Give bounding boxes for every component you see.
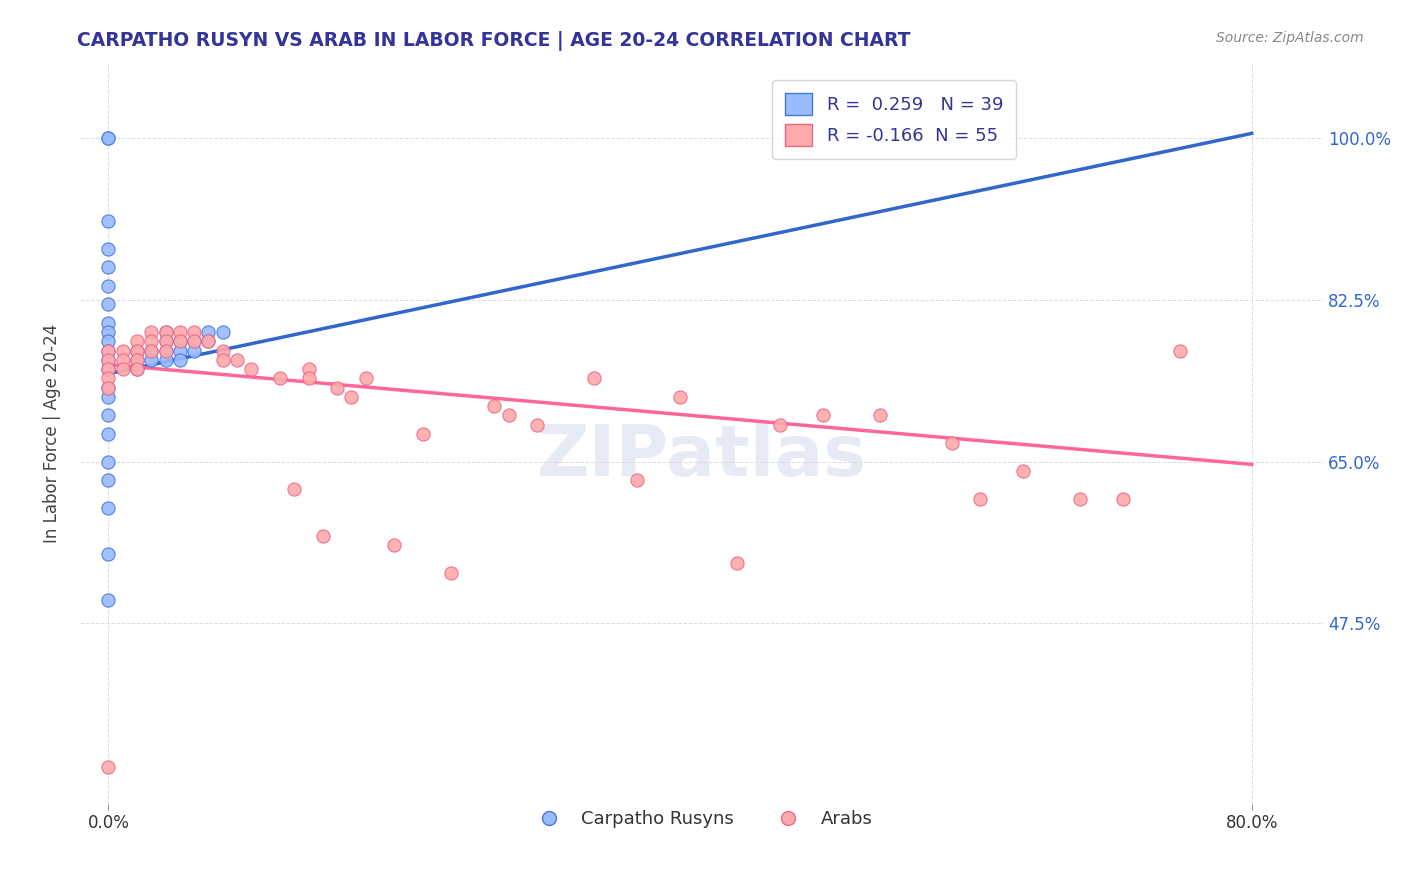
Point bbox=[297, 371, 319, 385]
Point bbox=[97, 343, 120, 358]
Point bbox=[141, 343, 163, 358]
Point bbox=[97, 547, 120, 561]
Point bbox=[941, 436, 963, 450]
Point bbox=[169, 352, 191, 367]
Text: Source: ZipAtlas.com: Source: ZipAtlas.com bbox=[1216, 31, 1364, 45]
Point bbox=[97, 500, 120, 515]
Point bbox=[484, 399, 506, 413]
Point bbox=[440, 566, 463, 580]
Point bbox=[97, 381, 120, 395]
Point bbox=[412, 426, 434, 441]
Point bbox=[97, 316, 120, 330]
Point bbox=[725, 556, 748, 570]
Point bbox=[197, 334, 219, 349]
Point bbox=[626, 473, 648, 487]
Point bbox=[97, 352, 120, 367]
Point bbox=[811, 409, 834, 423]
Point bbox=[297, 362, 319, 376]
Point bbox=[97, 362, 120, 376]
Y-axis label: In Labor Force | Age 20-24: In Labor Force | Age 20-24 bbox=[44, 324, 60, 543]
Point bbox=[526, 417, 548, 432]
Point bbox=[183, 334, 205, 349]
Point bbox=[97, 473, 120, 487]
Point bbox=[769, 417, 792, 432]
Point bbox=[169, 325, 191, 339]
Point bbox=[155, 352, 177, 367]
Point bbox=[111, 362, 134, 376]
Point bbox=[169, 334, 191, 349]
Legend: Carpatho Rusyns, Arabs: Carpatho Rusyns, Arabs bbox=[523, 803, 880, 835]
Point bbox=[183, 325, 205, 339]
Point bbox=[125, 352, 148, 367]
Point bbox=[125, 334, 148, 349]
Point bbox=[183, 343, 205, 358]
Point bbox=[283, 483, 305, 497]
Point bbox=[111, 352, 134, 367]
Point bbox=[498, 409, 520, 423]
Point bbox=[97, 390, 120, 404]
Point bbox=[141, 325, 163, 339]
Point bbox=[155, 325, 177, 339]
Point bbox=[125, 352, 148, 367]
Point bbox=[97, 214, 120, 228]
Point bbox=[226, 352, 249, 367]
Point bbox=[97, 362, 120, 376]
Point bbox=[97, 343, 120, 358]
Point bbox=[97, 242, 120, 256]
Point bbox=[97, 131, 120, 145]
Point bbox=[125, 343, 148, 358]
Point bbox=[97, 371, 120, 385]
Point bbox=[97, 426, 120, 441]
Point bbox=[155, 334, 177, 349]
Point bbox=[155, 325, 177, 339]
Point bbox=[97, 454, 120, 468]
Text: CARPATHO RUSYN VS ARAB IN LABOR FORCE | AGE 20-24 CORRELATION CHART: CARPATHO RUSYN VS ARAB IN LABOR FORCE | … bbox=[77, 31, 911, 51]
Point bbox=[155, 334, 177, 349]
Point bbox=[312, 528, 335, 542]
Point bbox=[211, 352, 233, 367]
Point bbox=[141, 334, 163, 349]
Point bbox=[97, 759, 120, 773]
Point bbox=[97, 593, 120, 607]
Point bbox=[1168, 343, 1191, 358]
Point bbox=[211, 343, 233, 358]
Point bbox=[669, 390, 692, 404]
Point bbox=[125, 362, 148, 376]
Point bbox=[197, 325, 219, 339]
Point bbox=[141, 352, 163, 367]
Point bbox=[169, 343, 191, 358]
Point bbox=[155, 343, 177, 358]
Point bbox=[97, 334, 120, 349]
Point bbox=[183, 334, 205, 349]
Point bbox=[1012, 464, 1035, 478]
Point bbox=[97, 131, 120, 145]
Text: ZIPatlas: ZIPatlas bbox=[537, 422, 866, 491]
Point bbox=[326, 381, 349, 395]
Point bbox=[97, 352, 120, 367]
Point bbox=[111, 343, 134, 358]
Point bbox=[354, 371, 377, 385]
Point bbox=[155, 343, 177, 358]
Point bbox=[197, 334, 219, 349]
Point bbox=[97, 297, 120, 311]
Point bbox=[141, 343, 163, 358]
Point bbox=[382, 538, 405, 552]
Point bbox=[125, 343, 148, 358]
Point bbox=[1069, 491, 1091, 506]
Point bbox=[97, 325, 120, 339]
Point bbox=[169, 334, 191, 349]
Point bbox=[969, 491, 991, 506]
Point bbox=[583, 371, 606, 385]
Point bbox=[97, 381, 120, 395]
Point bbox=[1112, 491, 1135, 506]
Point bbox=[211, 325, 233, 339]
Point bbox=[97, 409, 120, 423]
Point bbox=[125, 362, 148, 376]
Point bbox=[240, 362, 263, 376]
Point bbox=[97, 260, 120, 275]
Point bbox=[340, 390, 363, 404]
Point bbox=[869, 409, 891, 423]
Point bbox=[269, 371, 291, 385]
Point bbox=[97, 279, 120, 293]
